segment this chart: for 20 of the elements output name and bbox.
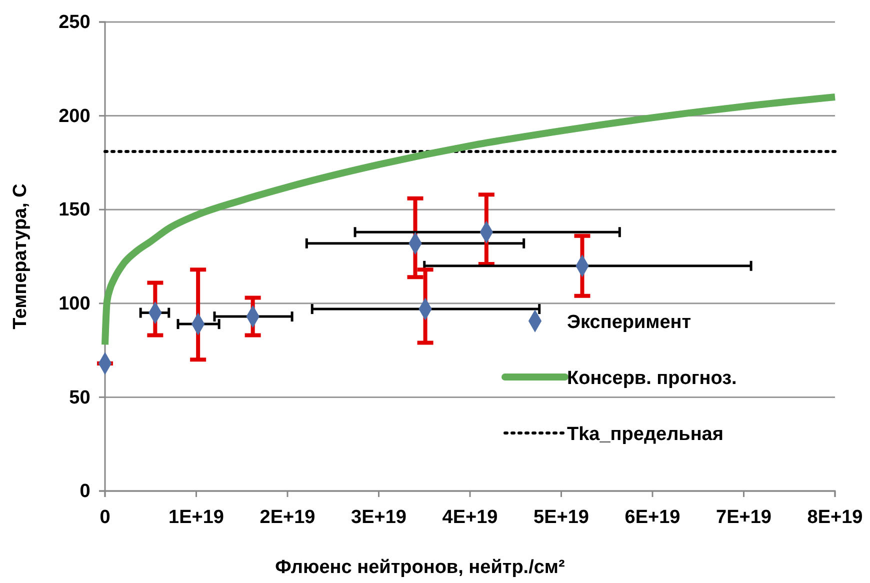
legend-label: Tka_предельная	[567, 424, 724, 445]
x-tick-label: 3E+19	[351, 506, 406, 528]
y-tick-label: 0	[80, 481, 90, 502]
x-tick-label: 0	[100, 506, 110, 528]
x-tick-label: 8E+19	[807, 506, 863, 528]
x-axis-title: Флюенс нейтронов, нейтр./см²	[275, 557, 565, 578]
x-tick-label: 4E+19	[442, 506, 498, 528]
x-tick-label: 6E+19	[624, 506, 680, 528]
y-tick-label: 200	[58, 106, 90, 127]
y-tick-label: 150	[58, 200, 90, 221]
x-tick-label: 7E+19	[716, 506, 772, 528]
y-tick-label: 250	[58, 12, 90, 34]
y-tick-label: 50	[69, 387, 90, 408]
y-axis-title: Температура, С	[10, 183, 31, 330]
x-tick-label: 5E+19	[534, 506, 589, 528]
legend-label: Эксперимент	[567, 312, 692, 333]
y-tick-label: 100	[58, 293, 90, 314]
x-tick-label: 2E+19	[260, 506, 316, 528]
x-tick-label: 1E+19	[168, 506, 224, 528]
legend-label: Консерв. прогноз.	[567, 368, 737, 389]
